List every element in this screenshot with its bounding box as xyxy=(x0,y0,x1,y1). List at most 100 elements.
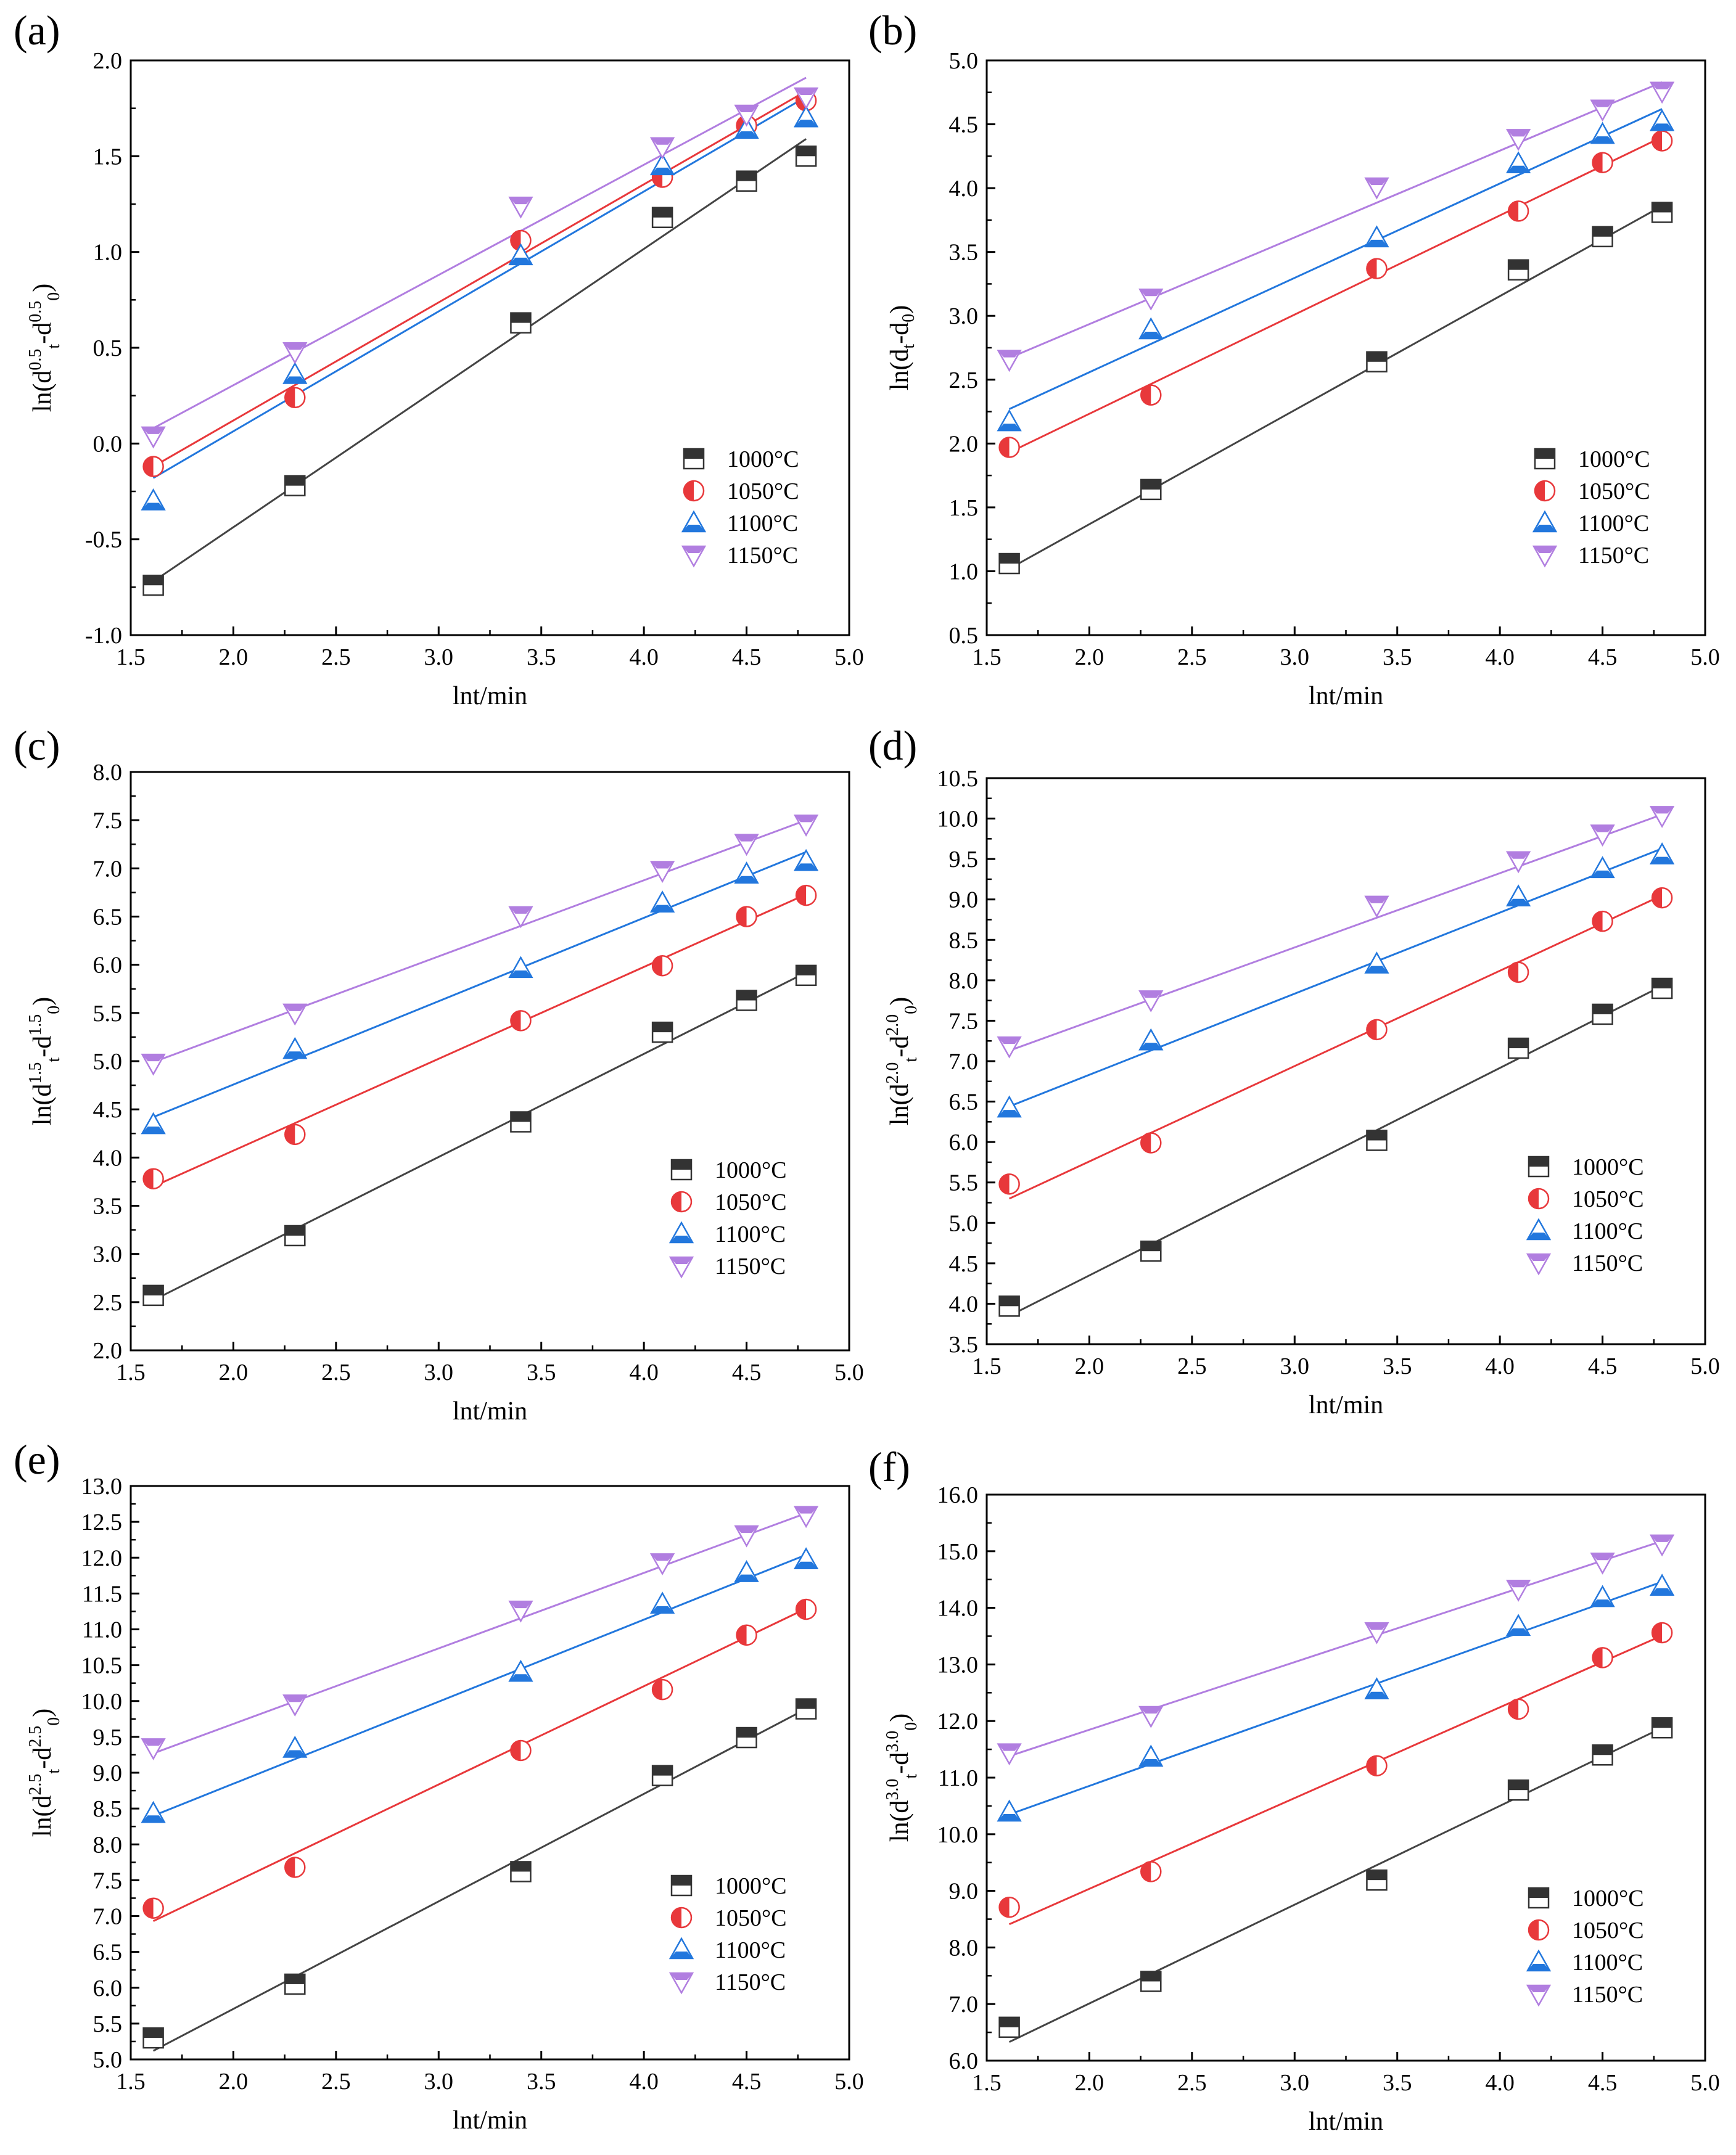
data-point-1100c-fill xyxy=(998,1110,1021,1117)
y-tick-label: 6.0 xyxy=(93,953,123,979)
data-point-1050c-fill xyxy=(285,387,295,408)
data-point-1000c-fill xyxy=(285,475,305,486)
legend-label: 1100°C xyxy=(1572,1950,1643,1976)
y-tick-label: 10.0 xyxy=(81,1689,123,1715)
data-point-1050c-fill xyxy=(511,231,521,251)
panel-b: (b) 1.5 2.0 2.5 3.0 3.5 4.0 4.5 5.0 0.5 1.0 1.5 2.0 2… xyxy=(868,7,1720,710)
data-point-1000c-fill xyxy=(999,1296,1019,1307)
y-axis-title: ln(d1.5t-d1.50) xyxy=(26,997,64,1125)
data-point-1050c-fill xyxy=(511,1011,521,1031)
y-tick-label: 8.0 xyxy=(93,1832,123,1858)
data-point-1100c-fill xyxy=(284,376,306,384)
x-tick-label: 3.0 xyxy=(1280,2070,1310,2096)
y-tick-label: 8.0 xyxy=(949,1935,979,1961)
legend-label: 1050°C xyxy=(715,1905,787,1931)
y-tick-label: 2.5 xyxy=(949,367,979,393)
data-point-1150c-fill xyxy=(284,1004,306,1011)
data-point-1100c-fill xyxy=(1365,966,1388,973)
y-tick-label: 13.0 xyxy=(81,1474,123,1500)
fit-line-1150c xyxy=(153,1512,807,1755)
x-tick-label: 1.5 xyxy=(116,2069,146,2095)
data-point-1150c-fill xyxy=(795,815,818,823)
y-tick-label: 9.5 xyxy=(93,1725,123,1751)
data-point-1000c-fill xyxy=(999,554,1019,564)
fit-line-1100c xyxy=(153,851,807,1119)
x-tick-label: 3.0 xyxy=(424,1360,454,1385)
y-tick-label: 0.0 xyxy=(93,431,123,457)
data-point-1100c-fill xyxy=(1365,1691,1388,1699)
y-tick-label: 2.0 xyxy=(93,48,123,74)
y-tick-label: 3.0 xyxy=(93,1242,123,1268)
y-tick-label: 5.0 xyxy=(93,1049,123,1075)
fit-line-1050c xyxy=(153,893,807,1188)
y-tick-label: 8.5 xyxy=(93,1796,123,1822)
fit-line-1150c xyxy=(153,819,807,1063)
data-point-1100c-fill xyxy=(1651,856,1674,864)
data-point-1100c-fill xyxy=(1651,123,1674,131)
x-tick-label: 1.5 xyxy=(972,1353,1002,1379)
data-point-1000c-fill xyxy=(652,207,673,218)
data-point-1100c-fill xyxy=(142,503,165,510)
data-point-1050c-fill xyxy=(1508,201,1519,221)
data-point-1150c-fill xyxy=(1651,1535,1674,1542)
y-tick-label: 1.5 xyxy=(949,495,979,521)
y-tick-label: 16.0 xyxy=(937,1482,979,1508)
data-point-1150c-fill xyxy=(795,88,818,96)
data-point-1000c-fill xyxy=(1592,226,1613,237)
data-point-1050c-fill xyxy=(1141,1862,1151,1882)
legend-label: 1000°C xyxy=(715,1157,787,1183)
y-tick-label: 5.5 xyxy=(949,1170,979,1196)
x-axis-title: lnt/min xyxy=(1309,1391,1383,1419)
x-tick-label: 3.5 xyxy=(527,644,556,670)
data-point-1100c-fill xyxy=(1591,1599,1614,1607)
legend-label: 1050°C xyxy=(1572,1186,1644,1212)
legend-label: 1050°C xyxy=(715,1189,787,1215)
data-point-1150c-fill xyxy=(142,1054,165,1062)
data-point-1100c-fill xyxy=(651,905,674,912)
y-tick-label: 9.0 xyxy=(949,1879,979,1905)
x-axis-title: lnt/min xyxy=(453,1397,527,1426)
x-tick-label: 3.0 xyxy=(1280,1353,1310,1379)
data-point-1100c-fill xyxy=(998,424,1021,431)
y-axis-title: ln(d2.5t-d2.50) xyxy=(26,1709,64,1837)
x-tick-label: 4.0 xyxy=(629,2069,659,2095)
y-tick-label: 12.0 xyxy=(937,1709,979,1734)
fit-line-1050c xyxy=(1008,894,1663,1200)
data-point-1100c-fill xyxy=(1591,870,1614,877)
fit-line-1100c xyxy=(153,1554,807,1817)
panel-c: (c)1.5 2.0 2.5 3.0 3.5 4.0 4.5 5.02.02.53.03.54… xyxy=(14,722,864,1426)
y-tick-label: 0.5 xyxy=(93,335,123,361)
data-point-1100c-fill xyxy=(795,120,818,127)
data-point-1050c-fill xyxy=(999,1897,1010,1918)
x-tick-label: 3.0 xyxy=(424,644,454,670)
data-point-1000c-fill xyxy=(285,1225,305,1236)
y-tick-label: 4.0 xyxy=(949,1291,979,1317)
x-tick-label: 2.5 xyxy=(321,2069,351,2095)
panel-label: (b) xyxy=(868,7,917,54)
x-tick-label: 2.5 xyxy=(321,1360,351,1385)
data-point-1000c-fill xyxy=(1367,1130,1387,1141)
data-point-1050c-fill xyxy=(143,456,154,477)
data-point-1000c-fill xyxy=(1508,1038,1529,1049)
y-tick-label: 7.0 xyxy=(949,1049,979,1075)
data-point-1050c-fill xyxy=(652,1680,663,1700)
y-tick-label: 7.0 xyxy=(93,1904,123,1930)
y-tick-label: 13.0 xyxy=(937,1652,979,1678)
data-point-1150c-fill xyxy=(1140,991,1162,998)
data-point-1150c-fill xyxy=(735,105,758,112)
fit-line-1000c xyxy=(152,138,807,583)
data-point-1150c-fill xyxy=(1507,1580,1530,1588)
data-point-1100c-fill xyxy=(1140,1043,1162,1050)
y-axis-title: ln(d2.0t-d2.00) xyxy=(883,997,921,1125)
fit-line-1000c xyxy=(1008,1726,1663,2043)
fit-line-1050c xyxy=(152,90,807,467)
y-tick-label: 3.5 xyxy=(93,1194,123,1220)
data-point-1100c-fill xyxy=(998,1813,1021,1821)
data-point-1150c-fill xyxy=(1591,100,1614,107)
panel-label: (d) xyxy=(868,722,917,769)
data-point-1150c-fill xyxy=(998,1037,1021,1045)
x-tick-label: 5.0 xyxy=(834,1360,864,1385)
x-tick-label: 5.0 xyxy=(834,644,864,670)
panel-d: (d) 1.5 2.0 2.5 3.0 3.5 4.0 4.5 5.0 3.5 4.0 4.5 5.0 5… xyxy=(868,722,1720,1419)
data-point-1050c-fill xyxy=(1141,1133,1151,1153)
